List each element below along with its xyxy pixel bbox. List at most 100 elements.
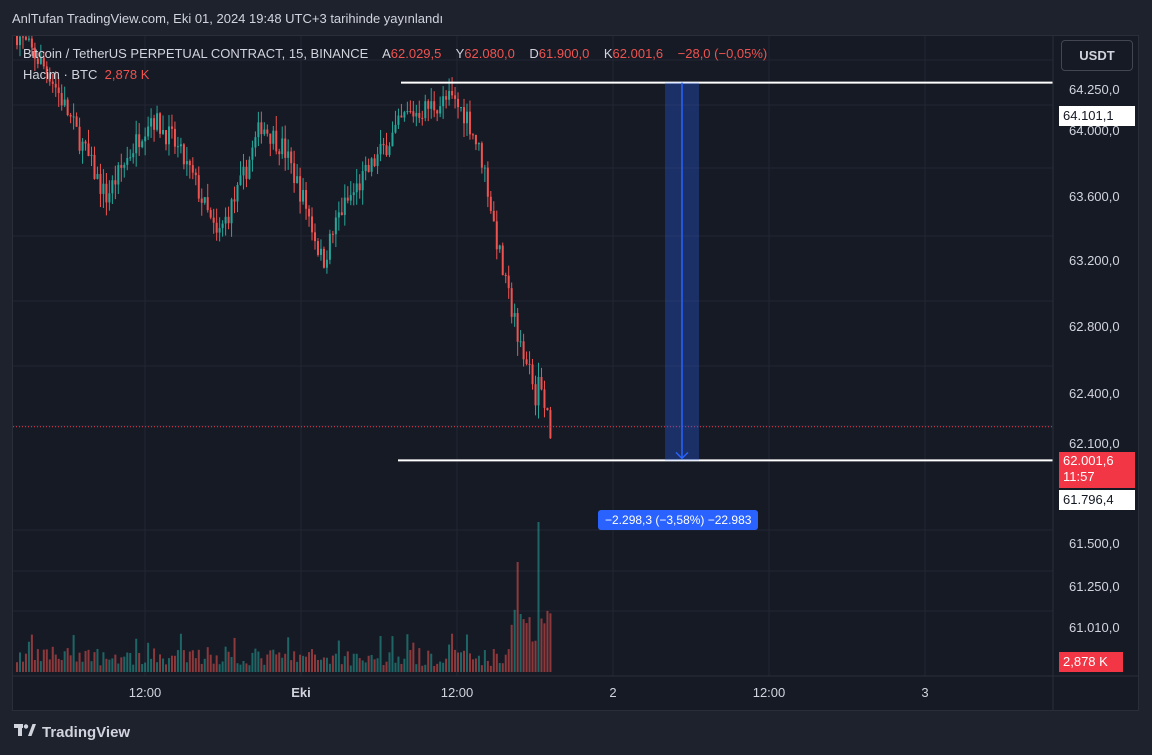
candle-body	[212, 217, 215, 223]
candle-body	[150, 118, 153, 127]
candle-body	[156, 113, 159, 130]
candle-body	[173, 128, 176, 147]
ohlc-legend: Bitcoin / TetherUS PERPETUAL CONTRACT, 1…	[23, 46, 767, 61]
measure-label[interactable]: −2.298,3 (−3,58%) −22.983	[598, 510, 759, 530]
candle-body	[385, 145, 388, 156]
volume-bar	[436, 663, 439, 672]
candle-body	[314, 232, 316, 242]
candle-body	[275, 130, 278, 152]
volume-bar	[96, 649, 99, 672]
volume-bar	[296, 661, 299, 672]
candle-body	[513, 313, 516, 317]
volume-bar	[162, 658, 165, 672]
candle-body	[373, 158, 376, 167]
candle-body	[421, 117, 424, 119]
candle-body	[445, 96, 448, 100]
volume-bar	[182, 650, 185, 672]
candle-body	[346, 197, 349, 201]
volume-bar	[510, 624, 513, 672]
volume-bar	[90, 661, 93, 672]
candle-body	[36, 58, 39, 64]
volume-bar	[78, 652, 81, 672]
volume-bar	[454, 649, 457, 672]
volume-bar	[495, 653, 498, 672]
candle-body	[242, 166, 245, 176]
volume-bar	[84, 650, 87, 672]
candle-body	[510, 288, 513, 317]
volume-bar	[355, 653, 358, 672]
volume-bar	[322, 657, 325, 672]
volume-bar	[507, 649, 510, 672]
volume-bar	[81, 661, 84, 672]
candle-body	[364, 164, 367, 172]
open-label: A	[382, 46, 391, 61]
volume-bar	[537, 522, 540, 672]
volume-bar	[257, 651, 260, 672]
candle-body	[16, 36, 18, 46]
volume-bar	[191, 650, 194, 672]
y-tick-label: 64.250,0	[1069, 82, 1120, 97]
candle-body	[278, 151, 281, 155]
volume-bar	[486, 660, 489, 672]
volume-bar	[45, 649, 48, 672]
candle-body	[72, 116, 75, 118]
volume-bar	[409, 649, 412, 672]
volume-bar	[328, 663, 331, 672]
candle-body	[454, 95, 457, 99]
upper-line-price-tag[interactable]: 64.101,1	[1059, 106, 1135, 126]
price-chart[interactable]	[13, 36, 1139, 711]
volume-bar	[212, 663, 215, 672]
volume-bar	[549, 613, 552, 672]
candle-body	[311, 216, 314, 233]
volume-label: Hacim · BTC	[23, 67, 98, 82]
volume-bar	[492, 649, 495, 672]
volume-bar	[430, 653, 433, 672]
candle-body	[111, 180, 114, 194]
candle-body	[51, 81, 54, 84]
candle-body	[290, 151, 293, 164]
volume-bar	[397, 656, 400, 672]
candle-body	[81, 141, 84, 151]
volume-bar	[299, 654, 302, 672]
candle-body	[257, 122, 260, 138]
volume-bar	[87, 649, 90, 672]
volume-bar	[221, 661, 224, 672]
candle-body	[233, 199, 236, 202]
candle-body	[194, 172, 197, 176]
volume-bar	[129, 652, 132, 672]
candle-body	[78, 126, 81, 151]
candle-body	[33, 47, 36, 59]
candle-body	[108, 193, 111, 203]
candle-body	[534, 384, 537, 406]
candle-body	[179, 144, 182, 147]
symbol-label[interactable]: Bitcoin / TetherUS PERPETUAL CONTRACT, 1…	[23, 46, 369, 61]
candle-body	[27, 38, 30, 40]
volume-bar	[290, 660, 293, 672]
current-price-tag[interactable]: 62.001,6 11:57	[1059, 452, 1135, 488]
candle-body	[439, 106, 442, 114]
volume-bar	[114, 654, 117, 672]
volume-bar	[415, 664, 418, 672]
candle-body	[185, 161, 188, 165]
candle-body	[334, 217, 337, 235]
volume-bar	[439, 661, 442, 672]
volume-bar	[188, 651, 191, 672]
candle-body	[537, 377, 540, 406]
candle-body	[451, 90, 454, 96]
lower-line-price-tag[interactable]: 61.796,4	[1059, 490, 1135, 510]
low-label: D	[529, 46, 539, 61]
volume-legend: Hacim · BTC 2,878 K	[23, 67, 149, 82]
currency-button[interactable]: USDT	[1061, 40, 1133, 71]
candle-body	[302, 189, 305, 202]
chart-pane[interactable]: Bitcoin / TetherUS PERPETUAL CONTRACT, 1…	[12, 35, 1139, 711]
candle-body	[153, 118, 156, 130]
volume-bar	[224, 646, 227, 672]
candle-body	[305, 189, 308, 209]
candle-body	[480, 143, 483, 168]
candle-body	[102, 183, 105, 194]
volume-bar	[147, 642, 150, 672]
x-tick-label: 12:00	[128, 685, 162, 700]
volume-bar	[498, 663, 501, 672]
candle-body	[93, 154, 96, 179]
candle-body	[84, 141, 87, 144]
